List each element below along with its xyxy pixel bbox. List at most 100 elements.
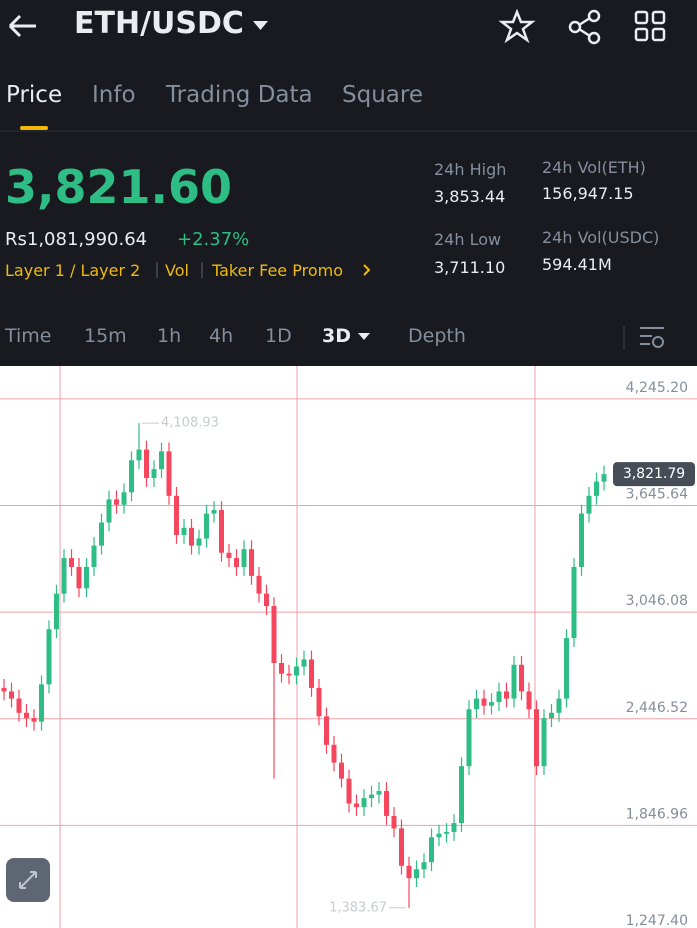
candle-body (309, 659, 314, 688)
candle-body (466, 709, 472, 767)
candle-body (46, 629, 52, 685)
candle-body (406, 865, 412, 879)
tab[interactable]: Price (6, 82, 63, 108)
candle-body (181, 527, 187, 535)
candle-body (399, 828, 404, 866)
candle-body (324, 716, 329, 745)
candle-body (99, 522, 104, 546)
candle-body (106, 499, 112, 523)
candle-body (549, 712, 554, 719)
candle-body (166, 451, 172, 496)
candle-body (144, 449, 149, 479)
candle-body (219, 510, 224, 553)
candle-body (16, 698, 22, 713)
y-tick-label: 3,046.08 (626, 593, 688, 609)
tag[interactable]: Layer 1 / Layer 2 (5, 261, 141, 280)
candle-body (76, 566, 82, 589)
candle-body (241, 549, 247, 567)
last-price-label: 3,821.79 (623, 466, 685, 482)
candle-body (586, 495, 592, 514)
grid-icon[interactable] (634, 10, 666, 42)
interval[interactable]: 4h (209, 325, 234, 347)
stat-label: 24h High (434, 160, 507, 179)
candle-body (459, 766, 464, 824)
icons (0, 8, 697, 350)
candle-body (121, 492, 127, 505)
stat-label: 24h Vol(USDC) (542, 228, 660, 247)
candle-body (571, 566, 577, 639)
candle-body (279, 663, 284, 674)
star-icon[interactable] (498, 8, 536, 44)
stat-label: 24h Vol(ETH) (542, 158, 646, 177)
candle-body (174, 495, 179, 535)
candle-body (496, 691, 502, 703)
interval[interactable]: 1D (265, 325, 292, 347)
tab[interactable]: Info (92, 82, 136, 108)
candle-body (481, 698, 487, 706)
candle-body (39, 684, 44, 722)
back-icon[interactable] (8, 14, 36, 38)
candle-body (361, 798, 367, 808)
pair-title[interactable]: ETH/USDC (74, 6, 244, 41)
candle-body (264, 593, 269, 607)
candle-body (346, 778, 352, 804)
candle-body (526, 691, 532, 710)
candle-body (91, 545, 97, 567)
candle-body (594, 481, 599, 496)
candle-body (436, 833, 442, 838)
expand-button[interactable] (6, 858, 50, 902)
interval[interactable]: Time (5, 325, 52, 347)
expand-icon (19, 871, 37, 889)
candle-body (519, 664, 524, 692)
candle-body (61, 558, 67, 594)
pair-caret[interactable] (253, 21, 268, 30)
stat-value: 3,711.10 (434, 258, 506, 277)
candle-body (211, 510, 217, 514)
candle-body (54, 593, 59, 630)
y-tick-label: 3,645.64 (626, 486, 688, 502)
candle-body (69, 558, 74, 567)
change: +2.37% (177, 229, 250, 250)
share-icon[interactable] (568, 9, 601, 45)
tab[interactable]: Trading Data (166, 82, 313, 108)
candle-body (151, 469, 157, 479)
candle-body (601, 474, 607, 482)
candle-body (541, 718, 547, 767)
candle-body (354, 803, 359, 808)
candle-body (339, 762, 344, 779)
candle-body (564, 638, 569, 699)
candle-body (31, 718, 37, 722)
stat-value: 3,853.44 (434, 187, 506, 206)
interval[interactable]: 15m (84, 325, 127, 347)
candle-body (444, 831, 449, 834)
tag[interactable]: Taker Fee Promo (212, 261, 343, 280)
stat-value: 156,947.15 (542, 184, 634, 203)
stat-label: 24h Low (434, 230, 502, 249)
promo-chevron (363, 264, 371, 276)
candle-body (511, 664, 517, 699)
candle-body (316, 687, 322, 717)
interval-caret[interactable] (358, 333, 370, 340)
tab-underline (20, 126, 48, 130)
stat-value: 594.41M (542, 255, 612, 274)
candle-body (1, 687, 7, 692)
candle-body (301, 659, 307, 667)
candle-body (226, 552, 232, 559)
max-label: 4,108.93 (161, 416, 219, 431)
settings-icon[interactable] (640, 327, 664, 348)
candle-body (136, 449, 142, 461)
candle-body (204, 513, 209, 539)
interval[interactable]: 1h (157, 325, 182, 347)
tag[interactable]: Vol (165, 261, 189, 280)
candle-body (421, 862, 427, 870)
interval[interactable]: Depth (408, 325, 466, 347)
candle-body (579, 513, 584, 567)
last-price-tag (613, 462, 695, 487)
candle-body (234, 558, 239, 567)
candle-body (384, 791, 389, 816)
candle-body (369, 794, 374, 799)
interval-active[interactable]: 3D (322, 325, 351, 347)
last-price: 3,821.60 (5, 160, 232, 214)
tab[interactable]: Square (342, 82, 423, 108)
